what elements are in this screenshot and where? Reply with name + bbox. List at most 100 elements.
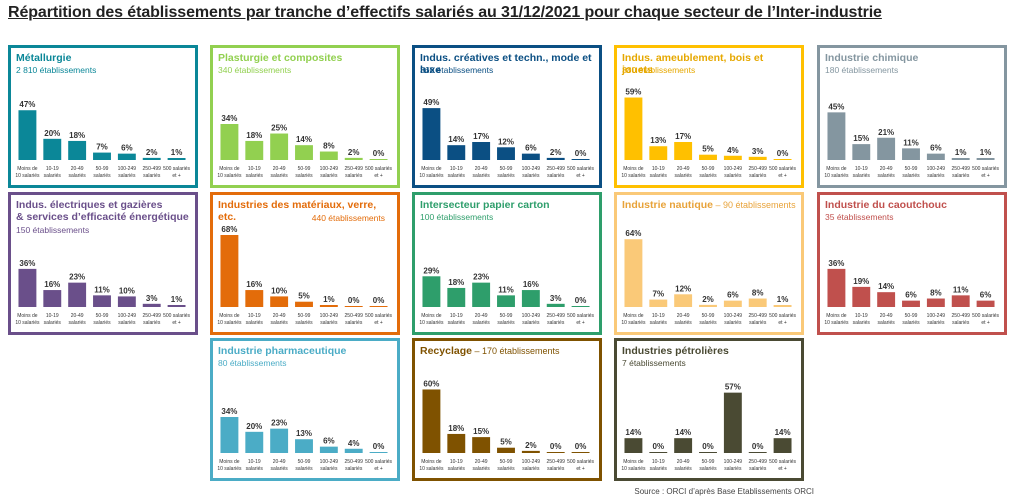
category-label: salariés xyxy=(878,173,896,179)
category-label: 10-19 xyxy=(450,459,463,465)
chart-title-text: Industrie pharmaceutique xyxy=(218,345,347,357)
chart-subtitle: 380 établissements xyxy=(622,65,696,75)
data-label: 14% xyxy=(878,282,894,291)
bar xyxy=(43,290,62,307)
data-label: 20% xyxy=(246,422,262,431)
category-label: 20-49 xyxy=(273,313,286,319)
bar xyxy=(68,282,87,307)
data-label: 6% xyxy=(980,291,992,300)
data-label: 0% xyxy=(777,149,789,158)
bar xyxy=(699,452,717,453)
bar xyxy=(319,305,338,307)
category-label: 250-499 xyxy=(547,313,566,319)
chart-panel: Indus. électriques et gazières & services… xyxy=(8,192,198,335)
data-label: 10% xyxy=(119,286,135,295)
category-label: 50-99 xyxy=(702,459,715,465)
bar xyxy=(571,159,590,160)
category-label: 10-19 xyxy=(652,166,665,172)
category-label: salariés xyxy=(295,173,313,179)
category-label: 10 salariés xyxy=(217,173,242,179)
bar xyxy=(142,157,161,160)
category-label: salariés xyxy=(699,173,717,179)
chart-title-text: Industrie chimique xyxy=(825,52,919,64)
bar xyxy=(748,156,767,160)
category-label: 500 salariés xyxy=(769,313,796,319)
data-label: 6% xyxy=(323,437,335,446)
chart-panel: Recyclage – 170 établissements 60% Moins d… xyxy=(412,338,602,481)
bar xyxy=(220,124,239,160)
bar xyxy=(624,97,643,160)
bar xyxy=(472,437,491,453)
category-label: Moins de xyxy=(421,459,442,465)
category-label: salariés xyxy=(650,466,668,472)
data-label: 36% xyxy=(828,259,844,268)
category-label: 500 salariés xyxy=(567,313,594,319)
bar xyxy=(295,145,313,160)
chart-panel: Indus. créatives et techn., mode et luxe… xyxy=(412,45,602,188)
category-label: 500 salariés xyxy=(769,459,796,465)
category-label: 250-499 xyxy=(547,459,566,465)
bar xyxy=(624,239,643,307)
category-label: Moins de xyxy=(421,166,442,172)
data-label: 49% xyxy=(423,98,439,107)
data-label: 18% xyxy=(448,424,464,433)
data-label: 2% xyxy=(702,295,714,304)
data-label: 10% xyxy=(271,286,287,295)
category-label: 10-19 xyxy=(652,313,665,319)
chart-panel: Industries des matériaux, verre, etc. 440… xyxy=(210,192,400,335)
data-label: 1% xyxy=(980,148,992,157)
chart-title: Industries pétrolières xyxy=(622,345,797,357)
chart-subtitle: 360 établissements xyxy=(420,65,494,75)
data-label: 16% xyxy=(246,280,262,289)
category-label: et + xyxy=(374,466,383,472)
bar xyxy=(852,144,871,160)
data-label: 0% xyxy=(373,149,385,158)
data-label: 14% xyxy=(675,428,691,437)
chart-title: Indus. créatives et techn., mode et luxe xyxy=(420,52,595,76)
bar xyxy=(117,153,136,160)
category-label: Moins de xyxy=(826,166,847,172)
data-label: 47% xyxy=(19,100,35,109)
bar xyxy=(270,428,289,453)
category-label: 20-49 xyxy=(475,166,488,172)
bar xyxy=(926,298,945,307)
category-label: 20-49 xyxy=(71,313,84,319)
category-label: 10-19 xyxy=(652,459,665,465)
category-label: 100-249 xyxy=(927,313,946,319)
bar xyxy=(546,452,565,453)
bar xyxy=(521,290,540,307)
data-label: 60% xyxy=(423,379,439,388)
chart-panel: Industries pétrolières 7 établissements 14… xyxy=(614,338,804,481)
chart-title: Industrie du caoutchouc xyxy=(825,199,1000,211)
category-label: salariés xyxy=(118,173,136,179)
bar xyxy=(497,295,515,307)
bar xyxy=(344,448,363,453)
category-label: 250-499 xyxy=(952,313,971,319)
category-label: 500 salariés xyxy=(567,166,594,172)
bar xyxy=(245,290,264,307)
data-label: 16% xyxy=(523,280,539,289)
category-label: salariés xyxy=(853,320,871,326)
bar xyxy=(422,108,441,160)
category-label: 100-249 xyxy=(320,459,339,465)
data-label: 0% xyxy=(373,442,385,451)
chart-title-text: Industrie du caoutchouc xyxy=(825,199,947,211)
data-label: 8% xyxy=(752,289,764,298)
category-label: salariés xyxy=(246,466,264,472)
bar xyxy=(723,155,742,160)
chart-subtitle: 180 établissements xyxy=(825,65,899,75)
bar xyxy=(723,392,742,453)
data-label: 19% xyxy=(853,277,869,286)
chart-title: Plasturgie et composites xyxy=(218,52,393,64)
category-label: salariés xyxy=(902,173,920,179)
category-label: salariés xyxy=(473,173,491,179)
category-label: et + xyxy=(778,173,787,179)
category-label: 50-99 xyxy=(500,313,513,319)
category-label: et + xyxy=(172,173,181,179)
data-label: 8% xyxy=(323,142,335,151)
category-label: 10 salariés xyxy=(419,466,444,472)
bar xyxy=(369,159,388,160)
